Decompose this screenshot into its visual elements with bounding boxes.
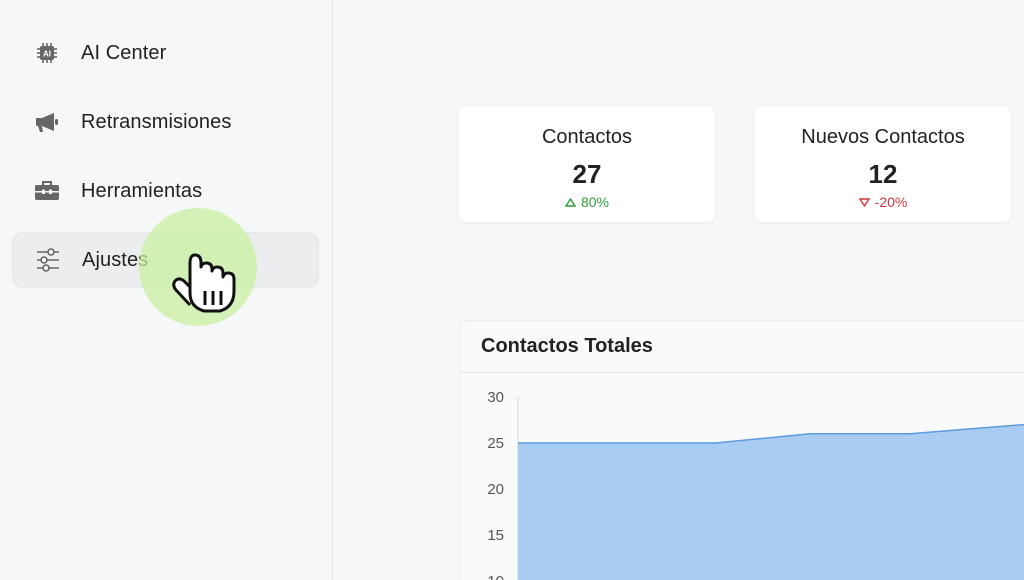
- stat-value: 27: [572, 159, 602, 189]
- sidebar-item-label: AI Center: [81, 41, 167, 64]
- stat-value: 12: [868, 159, 898, 189]
- chart-title: Contactos Totales: [481, 335, 653, 357]
- y-tick-label: 15: [487, 527, 504, 544]
- stat-change: -20%: [755, 194, 1011, 210]
- sidebar-item-label: Retransmisiones: [81, 110, 232, 133]
- y-tick-label: 25: [487, 435, 504, 452]
- area-series-line: [518, 423, 1024, 444]
- stat-title: Contactos: [541, 126, 633, 148]
- chart-header: Contactos Totales: [460, 321, 1024, 373]
- sidebar-item-label: Ajustes: [82, 248, 149, 271]
- y-tick-label: 30: [487, 389, 504, 406]
- sidebar: AI AI Center Retransmisiones Herr: [0, 0, 333, 580]
- stat-title: Nuevos Contactos: [801, 126, 965, 148]
- area-chart: 30 25 20 15 10: [487, 389, 1024, 580]
- sidebar-item-ai-center[interactable]: AI AI Center: [12, 25, 319, 81]
- megaphone-icon: [34, 109, 60, 135]
- stat-card-contactos: Contactos 27 80%: [459, 106, 715, 222]
- ai-chip-icon: AI: [34, 40, 60, 66]
- toolbox-icon: [34, 178, 60, 204]
- chart-card: Contactos Totales 30 25 20 15 10: [459, 320, 1024, 580]
- stat-change: 80%: [459, 194, 715, 210]
- sidebar-item-ajustes[interactable]: Ajustes: [12, 232, 319, 288]
- y-tick-label: 20: [487, 481, 504, 498]
- stat-change-value: -20%: [874, 194, 908, 210]
- triangle-up-icon: [564, 197, 576, 207]
- sliders-icon: [35, 247, 61, 273]
- stat-card-nuevos-contactos: Nuevos Contactos 12 -20%: [755, 106, 1011, 222]
- svg-text:AI: AI: [43, 50, 51, 59]
- sidebar-item-herramientas[interactable]: Herramientas: [12, 163, 319, 219]
- stat-change-value: 80%: [580, 194, 610, 210]
- main-content: Contactos 27 80% Nuevos Contactos 12 -20…: [334, 0, 1024, 580]
- sidebar-item-label: Herramientas: [81, 179, 203, 202]
- triangle-down-icon: [858, 197, 870, 207]
- y-tick-label: 10: [487, 573, 504, 580]
- area-series-fill: [518, 424, 1024, 580]
- sidebar-item-retransmisiones[interactable]: Retransmisiones: [12, 94, 319, 150]
